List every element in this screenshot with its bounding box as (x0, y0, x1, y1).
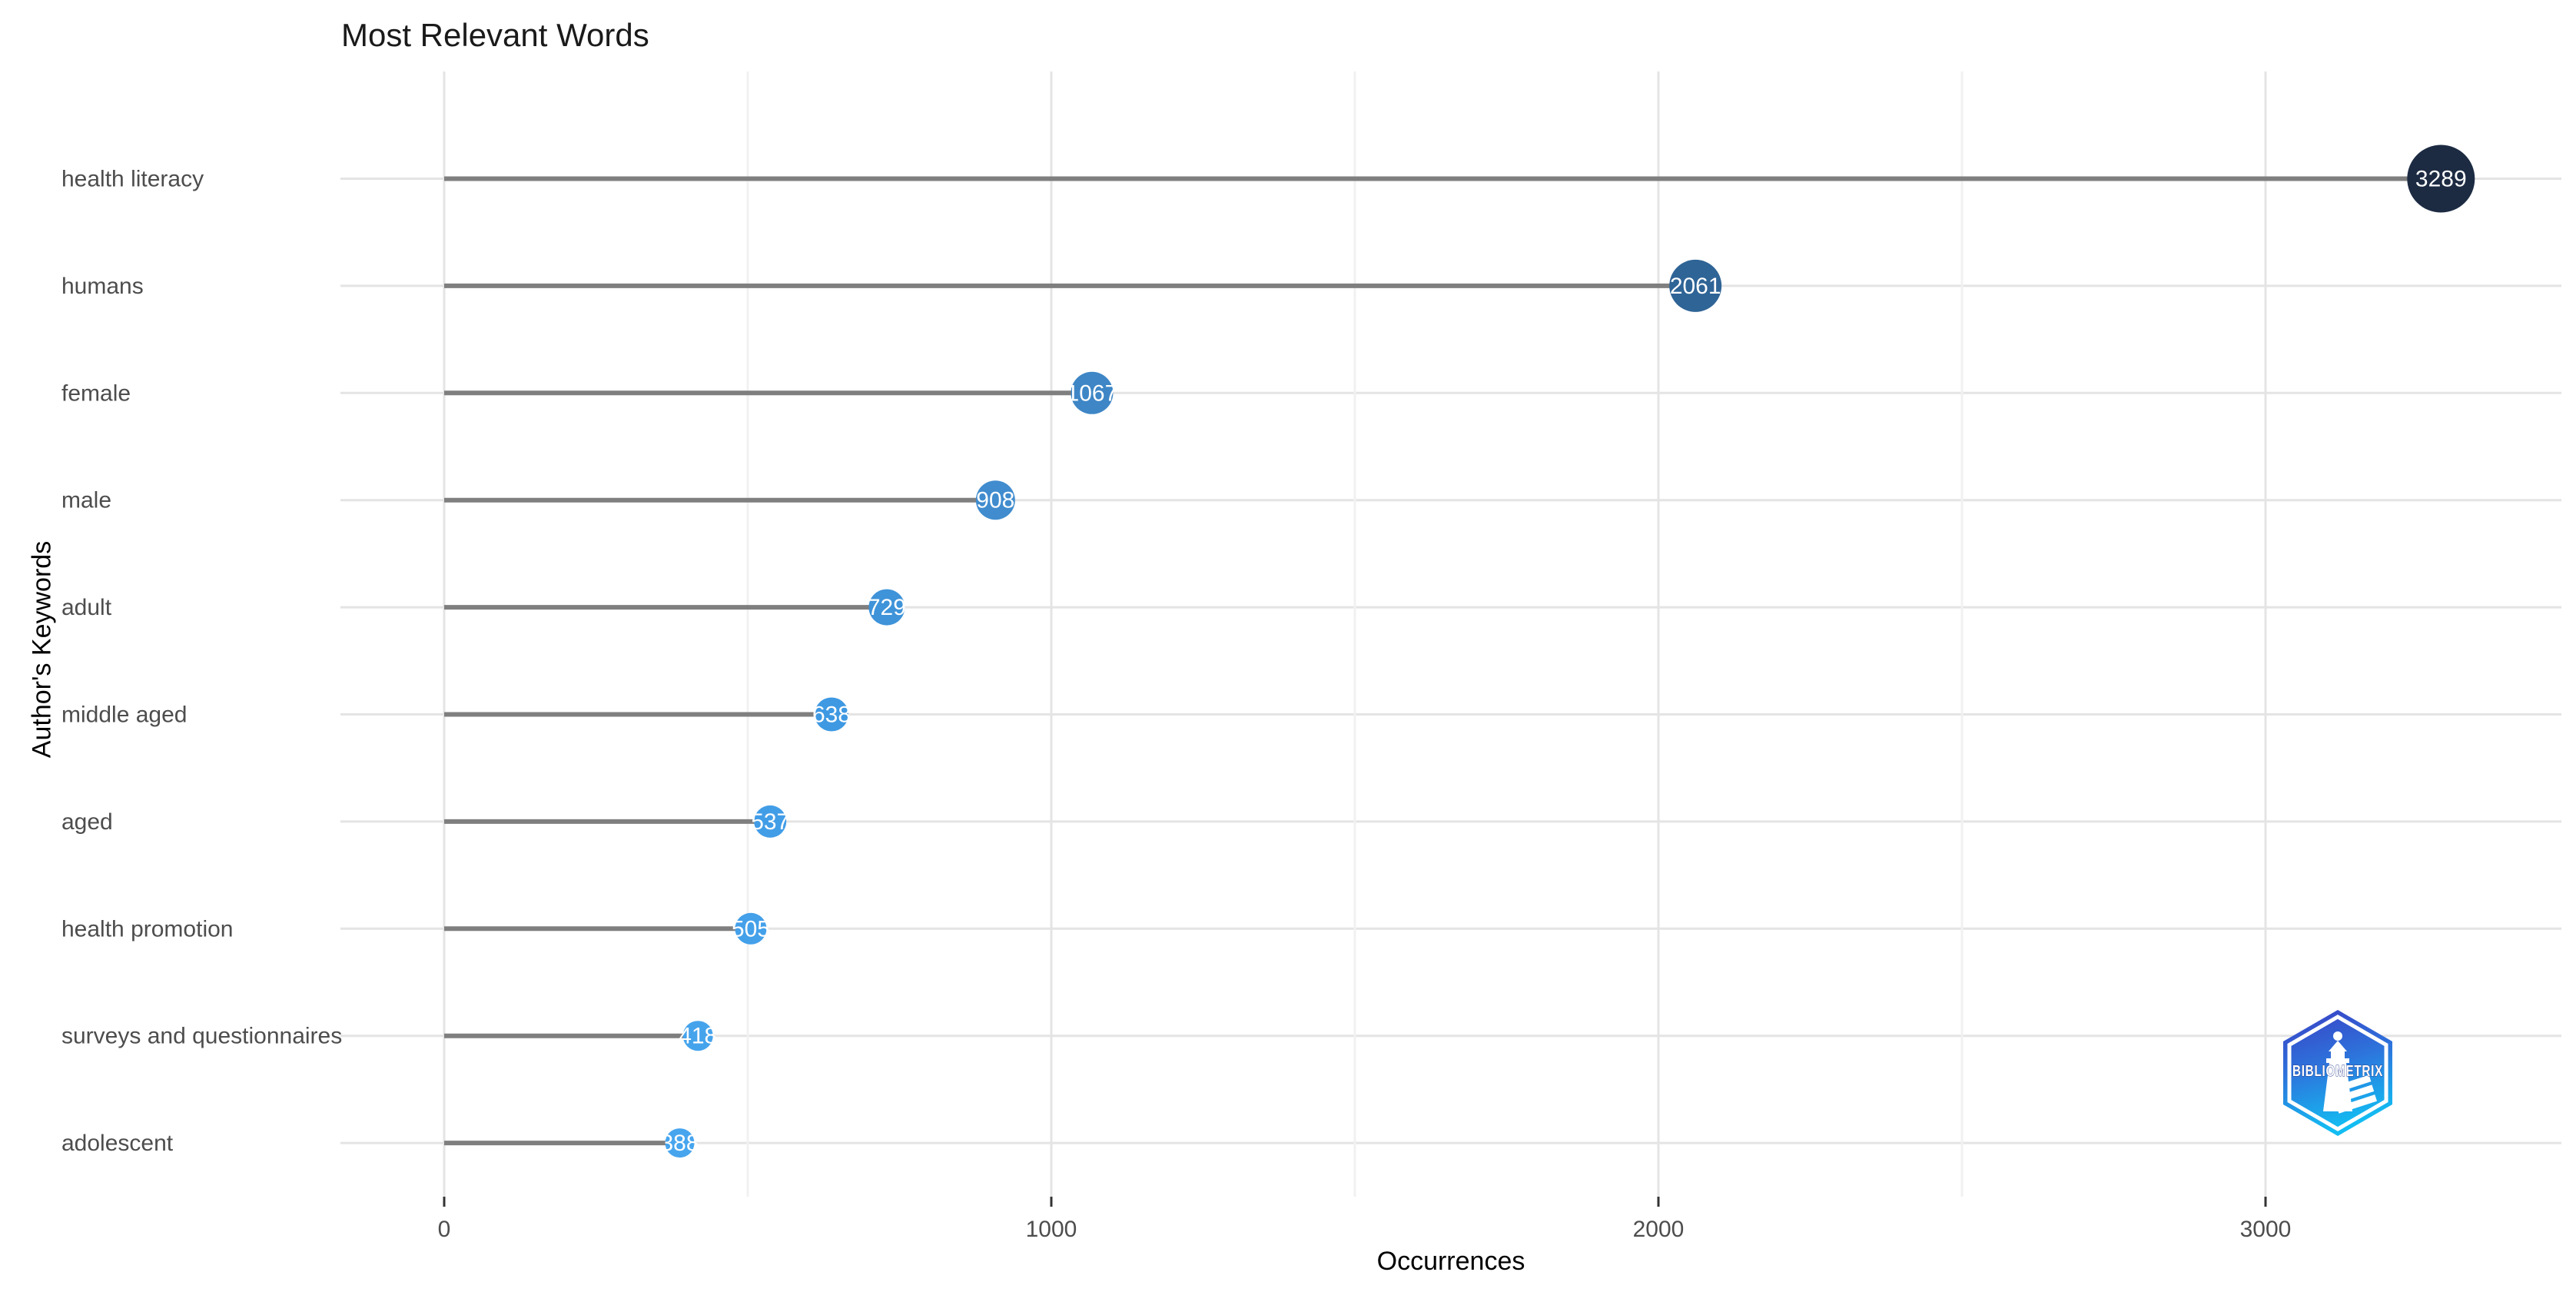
y-axis-label: middle aged (61, 702, 187, 728)
logo-hexagon-inner-border (2287, 1015, 2388, 1131)
stem-layer (444, 176, 2442, 1146)
data-point (975, 480, 1015, 520)
data-point (665, 1128, 695, 1158)
data-point (682, 1021, 713, 1051)
data-point-label: 1067 (1067, 380, 1118, 406)
data-point (754, 805, 787, 838)
y-axis-label: humans (61, 274, 144, 299)
data-point-label: 908 (976, 488, 1014, 513)
data-point-label: 418 (679, 1024, 717, 1049)
data-point (735, 912, 767, 945)
x-axis-title: Occurrences (1376, 1247, 1525, 1276)
data-point-label: 638 (812, 702, 851, 728)
data-point (2407, 144, 2475, 213)
data-point-label: 505 (732, 916, 770, 942)
y-axis-label: aged (61, 809, 113, 835)
lighthouse-icon (2323, 1031, 2378, 1114)
y-axis-label: adolescent (61, 1131, 174, 1156)
point-layer: 3289 2061 1067 908 729 638 537 505 418 388 (660, 144, 2475, 1158)
data-point (815, 697, 849, 732)
axis-layer: health literacy humans female male adult midd… (61, 167, 2291, 1243)
y-axis-label: health promotion (61, 916, 233, 942)
logo-text: BIBLIOMETRIX (2292, 1063, 2383, 1080)
data-point-label: 2061 (1670, 274, 1721, 299)
data-point (868, 589, 905, 626)
y-axis-label: female (61, 380, 131, 406)
y-axis-label: male (61, 488, 111, 513)
x-tick-label: 2000 (1633, 1217, 1685, 1242)
grid-layer (340, 71, 2561, 1197)
x-tick-label: 1000 (1026, 1217, 1077, 1242)
data-point-label: 537 (751, 809, 789, 835)
data-point-label: 388 (660, 1131, 699, 1156)
data-point (1071, 371, 1114, 414)
x-tick-label: 3000 (2240, 1217, 2292, 1242)
chart-title: Most Relevant Words (341, 17, 649, 53)
data-point (1669, 259, 1722, 312)
bibliometrix-logo: BIBLIOMETRIX (2283, 1010, 2392, 1136)
y-axis-label: health literacy (61, 167, 204, 192)
y-axis-label: adult (61, 595, 112, 620)
y-axis-label: surveys and questionnaires (61, 1024, 342, 1049)
data-point-label: 729 (868, 595, 906, 620)
x-tick-label: 0 (438, 1217, 451, 1242)
data-point-label: 3289 (2415, 167, 2467, 192)
